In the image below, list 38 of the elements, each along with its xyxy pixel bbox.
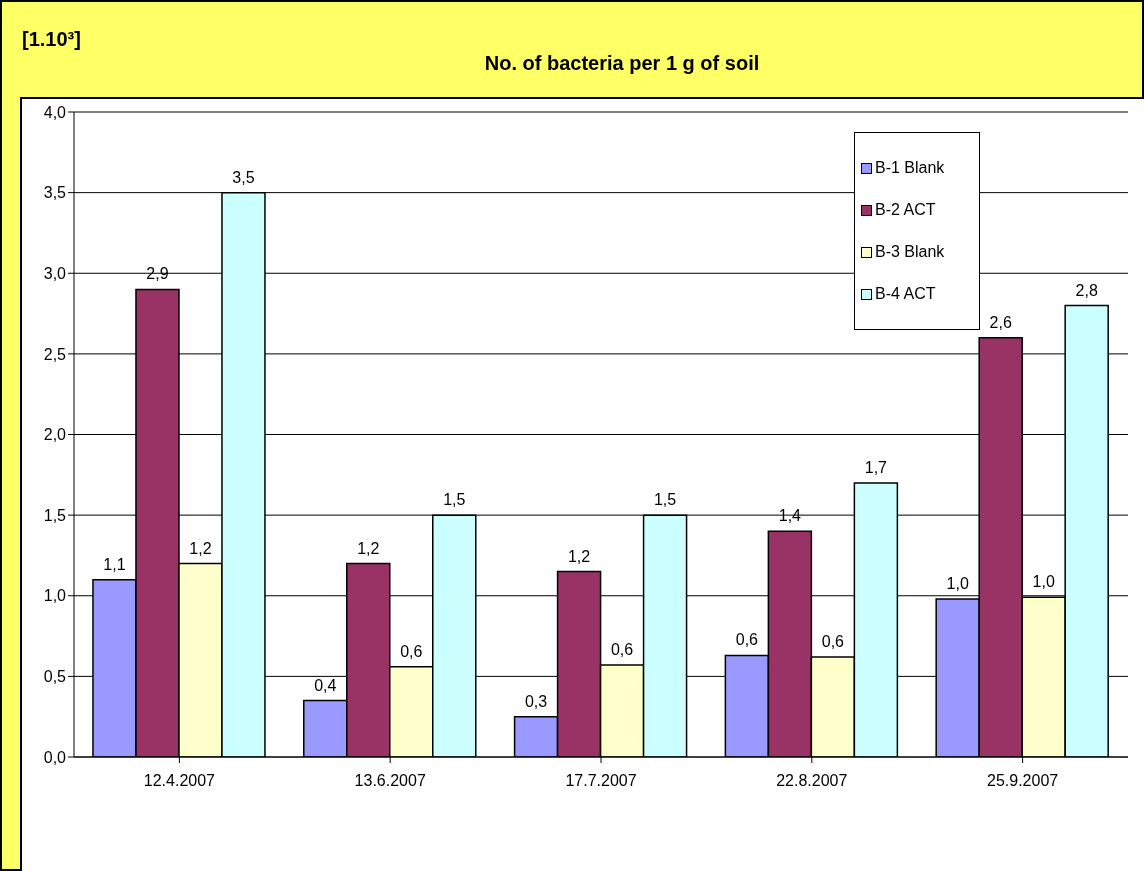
- legend-label: B-3 Blank: [875, 243, 945, 261]
- data-label: 1,0: [946, 574, 969, 592]
- y-tick-label: 2,5: [43, 345, 67, 363]
- legend-label: B-1 Blank: [875, 159, 945, 177]
- y-axis-title: [1.10³]: [22, 28, 81, 51]
- y-tick-label: 2,0: [43, 426, 67, 444]
- x-tick-label: 17.7.2007: [565, 772, 637, 790]
- chart-title: No. of bacteria per 1 g of soil: [483, 52, 761, 75]
- y-tick-label: 0,5: [43, 668, 67, 686]
- data-label: 1,5: [653, 491, 677, 509]
- data-label: 1,0: [1032, 573, 1055, 591]
- data-label: 0,6: [821, 633, 845, 651]
- x-tick-label: 12.4.2007: [143, 772, 216, 790]
- data-label: 1,1: [103, 555, 126, 573]
- x-tick-label: 25.9.2007: [987, 772, 1059, 790]
- data-label: 1,5: [443, 491, 466, 509]
- data-label: 1,2: [189, 539, 212, 557]
- data-label: 2,8: [1075, 281, 1098, 299]
- data-label: 2,6: [989, 313, 1012, 331]
- data-label: 0,6: [610, 641, 634, 659]
- y-tick-label: 1,5: [43, 506, 67, 524]
- data-label: 1,2: [567, 547, 591, 565]
- data-label: 3,5: [232, 168, 255, 186]
- legend-label: B-2 ACT: [875, 201, 936, 219]
- legend-label: B-4 ACT: [875, 285, 936, 303]
- data-label: 0,4: [314, 676, 337, 694]
- data-label: 1,2: [357, 539, 380, 557]
- data-label: 1,7: [864, 458, 888, 476]
- y-tick-label: 4,0: [43, 103, 67, 121]
- y-tick-label: 3,5: [43, 184, 67, 202]
- y-tick-label: 1,0: [43, 587, 67, 605]
- x-tick-label: 22.8.2007: [776, 772, 848, 790]
- y-tick-label: 3,0: [43, 264, 67, 282]
- data-label: 0,6: [735, 631, 759, 649]
- data-label: 0,3: [524, 692, 548, 710]
- y-tick-label: 0,0: [43, 748, 67, 766]
- data-label: 0,6: [400, 642, 423, 660]
- x-tick-label: 13.6.2007: [354, 772, 426, 790]
